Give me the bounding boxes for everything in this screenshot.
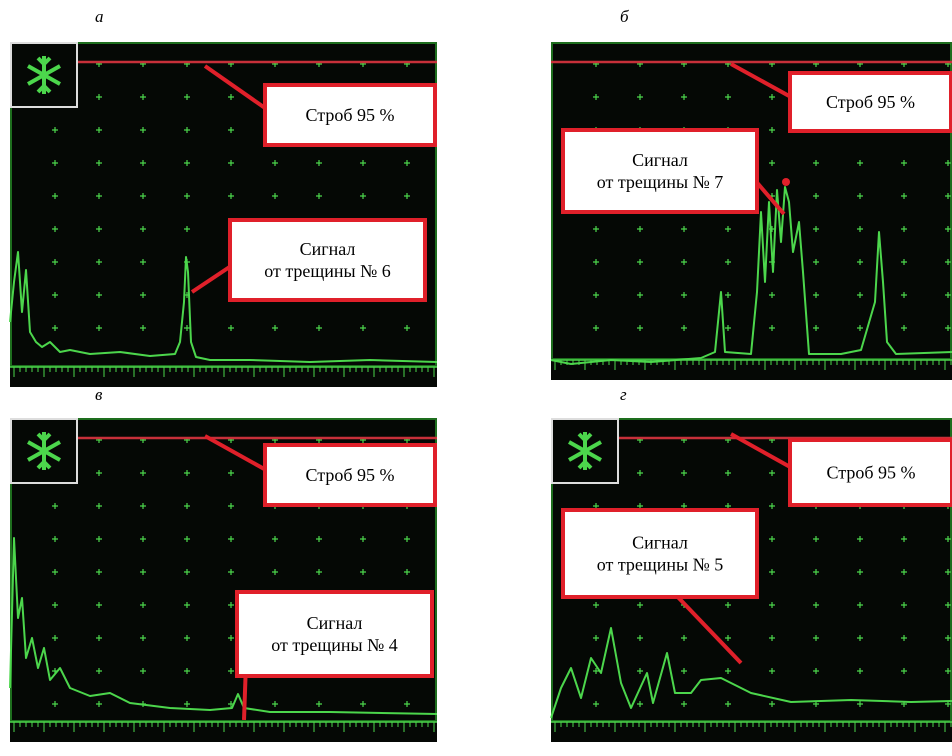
figure: аСтроб 95 %Сигналот трещины № 6бСтроб 95… (0, 0, 952, 756)
peak-marker (782, 178, 790, 186)
signal-label-line: от трещины № 5 (597, 555, 724, 575)
gate-label: Строб 95 % (305, 465, 394, 485)
panel-letter: б (620, 7, 629, 26)
signal-callout (563, 510, 757, 597)
gate-label: Строб 95 % (305, 105, 394, 125)
gate-label: Строб 95 % (826, 463, 915, 483)
signal-label-line: Сигнал (632, 150, 688, 170)
panel-letter: а (95, 7, 104, 26)
signal-label-line: от трещины № 4 (271, 635, 398, 655)
scope-panel: Строб 95 % Сигналот трещины № 4 (10, 418, 437, 742)
signal-callout (237, 592, 432, 676)
signal-callout (230, 220, 425, 300)
signal-label-line: Сигнал (300, 239, 356, 259)
signal-label-line: от трещины № 6 (264, 261, 391, 281)
panel-letter: в (95, 385, 103, 404)
signal-label-line: Сигнал (632, 533, 688, 553)
gate-label: Строб 95 % (826, 92, 915, 112)
scope-panel: Строб 95 % Сигналот трещины № 7 (551, 42, 952, 380)
panel-letter: г (620, 385, 627, 404)
signal-label-line: Сигнал (307, 613, 363, 633)
signal-label-line: от трещины № 7 (597, 172, 724, 192)
signal-callout (563, 130, 757, 212)
